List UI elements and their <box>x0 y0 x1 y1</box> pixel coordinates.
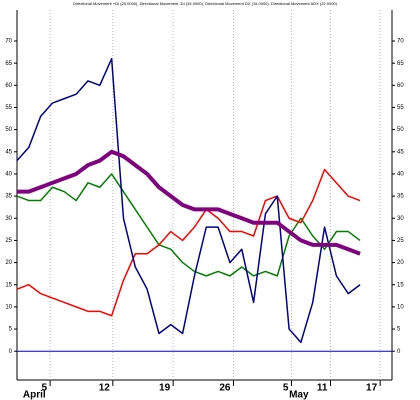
month-label: April <box>23 390 46 400</box>
y-tick-label: 15 <box>5 282 12 288</box>
y-tick-label-right: 55 <box>397 105 404 111</box>
y-tick-label-right: 35 <box>397 194 404 200</box>
x-tick-label: 17 <box>366 383 378 394</box>
y-tick-label-right: 45 <box>397 149 404 155</box>
x-tick-label: 11 <box>317 383 328 394</box>
y-tick-label-right: 25 <box>397 238 404 244</box>
series-line <box>16 168 361 317</box>
x-tick-label: 5 <box>42 383 48 394</box>
series-line <box>16 173 361 277</box>
month-label: May <box>289 390 309 400</box>
y-tick-label-right: 60 <box>397 83 404 89</box>
y-tick-label-right: 15 <box>397 282 404 288</box>
y-tick-label: 0 <box>9 349 13 355</box>
y-tick-label: 55 <box>5 105 12 111</box>
y-tick-label: 25 <box>5 238 12 244</box>
y-tick-label: 70 <box>5 39 12 45</box>
y-tick-label-right: 5 <box>397 327 401 333</box>
y-tick-label-right: 20 <box>397 260 404 266</box>
y-tick-label: 65 <box>5 61 12 67</box>
x-tick-label: 12 <box>99 383 111 394</box>
y-tick-label-right: 65 <box>397 61 404 67</box>
y-tick-label-right: 10 <box>397 304 404 310</box>
y-tick-label-right: 70 <box>397 39 404 45</box>
series-line <box>16 57 361 344</box>
y-tick-label: 30 <box>5 216 12 222</box>
x-tick-label: 5 <box>283 383 289 394</box>
y-tick-label-right: 0 <box>397 349 401 355</box>
y-tick-label: 40 <box>5 172 12 178</box>
y-tick-label: 50 <box>5 127 12 133</box>
x-tick-label: 26 <box>219 383 231 394</box>
y-tick-label: 60 <box>5 83 12 89</box>
series-line <box>17 149 361 256</box>
y-tick-label: 5 <box>9 327 13 333</box>
y-tick-label-right: 30 <box>397 216 404 222</box>
chart-title: Directional Movement +DI (25.0000), Dire… <box>73 1 338 6</box>
y-tick-label: 20 <box>5 260 12 266</box>
y-tick-label: 35 <box>5 194 12 200</box>
x-tick-label: 19 <box>159 383 171 394</box>
y-tick-label-right: 50 <box>397 127 404 133</box>
y-tick-label: 45 <box>5 149 12 155</box>
y-tick-label: 10 <box>5 304 12 310</box>
y-tick-label-right: 40 <box>397 172 404 178</box>
